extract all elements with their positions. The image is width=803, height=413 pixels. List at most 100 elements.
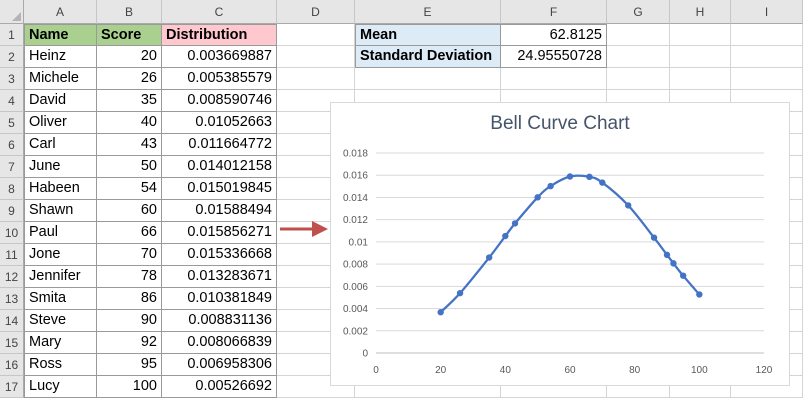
row-header-8[interactable]: 8	[0, 178, 24, 200]
header-cell-distribution[interactable]: Distribution	[162, 24, 277, 46]
header-cell-score[interactable]: Score	[97, 24, 162, 46]
grid-cell[interactable]	[731, 68, 803, 90]
name-cell[interactable]: Lucy	[24, 376, 97, 398]
name-cell[interactable]: Shawn	[24, 200, 97, 222]
row-header-15[interactable]: 15	[0, 332, 24, 354]
grid-cell[interactable]	[355, 68, 501, 90]
header-cell-name[interactable]: Name	[24, 24, 97, 46]
grid-cell[interactable]	[277, 24, 355, 46]
column-header-b[interactable]: B	[97, 0, 162, 24]
distribution-cell[interactable]: 0.014012158	[162, 156, 277, 178]
row-header-14[interactable]: 14	[0, 310, 24, 332]
name-cell[interactable]: Habeen	[24, 178, 97, 200]
score-cell[interactable]: 60	[97, 200, 162, 222]
distribution-cell[interactable]: 0.008831136	[162, 310, 277, 332]
row-header-12[interactable]: 12	[0, 266, 24, 288]
column-header-a[interactable]: A	[24, 0, 97, 24]
score-cell[interactable]: 54	[97, 178, 162, 200]
score-cell[interactable]: 40	[97, 112, 162, 134]
mean-label[interactable]: Mean	[355, 24, 501, 46]
grid-cell[interactable]	[670, 68, 731, 90]
distribution-cell[interactable]: 0.01588494	[162, 200, 277, 222]
distribution-cell[interactable]: 0.010381849	[162, 288, 277, 310]
row-header-13[interactable]: 13	[0, 288, 24, 310]
name-cell[interactable]: Mary	[24, 332, 97, 354]
score-cell[interactable]: 35	[97, 90, 162, 112]
distribution-cell[interactable]: 0.015019845	[162, 178, 277, 200]
distribution-cell[interactable]: 0.005385579	[162, 68, 277, 90]
name-cell[interactable]: Jennifer	[24, 266, 97, 288]
row-header-10[interactable]: 10	[0, 222, 24, 244]
y-tick-label: 0	[362, 349, 368, 360]
row-header-16[interactable]: 16	[0, 354, 24, 376]
name-cell[interactable]: Ross	[24, 354, 97, 376]
score-cell[interactable]: 50	[97, 156, 162, 178]
grid-cell[interactable]	[607, 68, 670, 90]
distribution-cell[interactable]: 0.008066839	[162, 332, 277, 354]
score-cell[interactable]: 86	[97, 288, 162, 310]
column-header-i[interactable]: I	[731, 0, 803, 24]
grid-cell[interactable]	[731, 24, 803, 46]
grid-cell[interactable]	[731, 46, 803, 68]
bell-curve-chart[interactable]: Bell Curve Chart 0 0.002 0.004 0.006 0.008 0.…	[330, 102, 790, 386]
grid-cell[interactable]	[607, 46, 670, 68]
name-cell[interactable]: Steve	[24, 310, 97, 332]
distribution-cell[interactable]: 0.011664772	[162, 134, 277, 156]
row-header-9[interactable]: 9	[0, 200, 24, 222]
score-cell[interactable]: 90	[97, 310, 162, 332]
grid-cell[interactable]	[277, 68, 355, 90]
column-header-d[interactable]: D	[277, 0, 355, 24]
name-cell[interactable]: Paul	[24, 222, 97, 244]
column-header-h[interactable]: H	[670, 0, 731, 24]
score-cell[interactable]: 100	[97, 376, 162, 398]
grid-cell[interactable]	[501, 68, 607, 90]
name-cell[interactable]: David	[24, 90, 97, 112]
standard-deviation-value[interactable]: 24.95550728	[501, 46, 607, 68]
score-cell[interactable]: 43	[97, 134, 162, 156]
column-header-g[interactable]: G	[607, 0, 670, 24]
grid-cell[interactable]	[670, 24, 731, 46]
distribution-cell[interactable]: 0.015336668	[162, 244, 277, 266]
row-header-1[interactable]: 1	[0, 24, 24, 46]
distribution-cell[interactable]: 0.01052663	[162, 112, 277, 134]
distribution-cell[interactable]: 0.003669887	[162, 46, 277, 68]
row-header-6[interactable]: 6	[0, 134, 24, 156]
row-header-7[interactable]: 7	[0, 156, 24, 178]
score-cell[interactable]: 95	[97, 354, 162, 376]
name-cell[interactable]: Carl	[24, 134, 97, 156]
distribution-cell[interactable]: 0.006958306	[162, 354, 277, 376]
row-header-17[interactable]: 17	[0, 376, 24, 398]
score-cell[interactable]: 92	[97, 332, 162, 354]
name-cell[interactable]: Jone	[24, 244, 97, 266]
score-cell[interactable]: 70	[97, 244, 162, 266]
distribution-cell[interactable]: 0.008590746	[162, 90, 277, 112]
column-header-c[interactable]: C	[162, 0, 277, 24]
row-header-3[interactable]: 3	[0, 68, 24, 90]
score-cell[interactable]: 26	[97, 68, 162, 90]
column-header-e[interactable]: E	[355, 0, 501, 24]
grid-cell[interactable]	[607, 24, 670, 46]
grid-cell[interactable]	[277, 46, 355, 68]
row-header-2[interactable]: 2	[0, 46, 24, 68]
score-cell[interactable]: 20	[97, 46, 162, 68]
row-header-4[interactable]: 4	[0, 90, 24, 112]
name-cell[interactable]: Smita	[24, 288, 97, 310]
distribution-cell[interactable]: 0.00526692	[162, 376, 277, 398]
data-point	[456, 289, 464, 297]
name-cell[interactable]: Heinz	[24, 46, 97, 68]
mean-value[interactable]: 62.8125	[501, 24, 607, 46]
name-cell[interactable]: Oliver	[24, 112, 97, 134]
standard-deviation-label[interactable]: Standard Deviation	[355, 46, 501, 68]
score-cell[interactable]: 66	[97, 222, 162, 244]
row-header-11[interactable]: 11	[0, 244, 24, 266]
data-point	[547, 182, 554, 190]
name-cell[interactable]: Michele	[24, 68, 97, 90]
row-header-5[interactable]: 5	[0, 112, 24, 134]
score-cell[interactable]: 78	[97, 266, 162, 288]
distribution-cell[interactable]: 0.013283671	[162, 266, 277, 288]
name-cell[interactable]: June	[24, 156, 97, 178]
distribution-cell[interactable]: 0.015856271	[162, 222, 277, 244]
x-tick-label: 40	[500, 365, 512, 376]
column-header-f[interactable]: F	[501, 0, 607, 24]
grid-cell[interactable]	[670, 46, 731, 68]
